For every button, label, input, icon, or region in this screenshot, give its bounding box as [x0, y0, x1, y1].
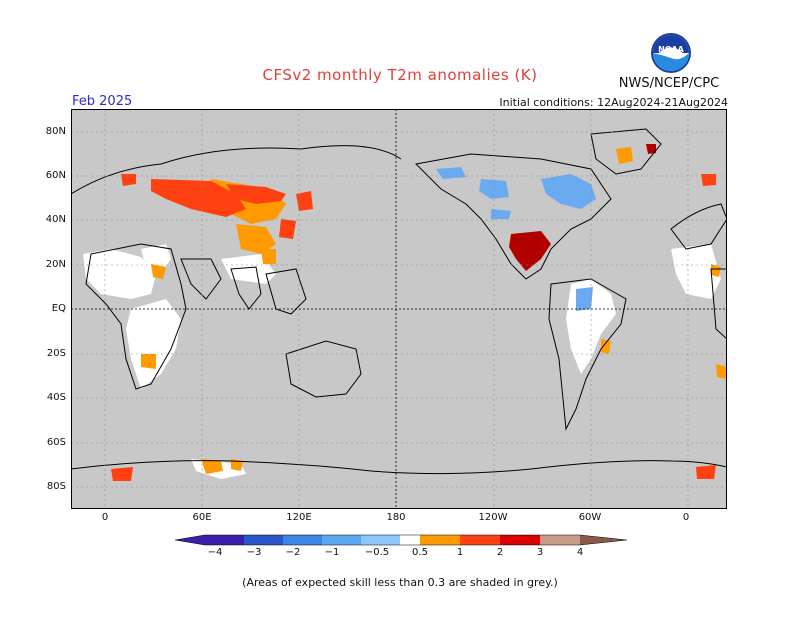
lon-label: 60W: [578, 512, 602, 523]
colorbar-label: −2: [285, 547, 301, 558]
colorbar-label: −1: [324, 547, 340, 558]
lon-label: 120W: [478, 512, 508, 523]
colorbar-label: 3: [536, 547, 544, 558]
anomaly-darkred: [509, 144, 656, 271]
colorbar-label: −3: [246, 547, 262, 558]
colorbar-arrow-right: [580, 535, 627, 545]
colorbar-label: 0.5: [412, 547, 428, 558]
lat-label: EQ: [51, 303, 66, 314]
lat-label: 60S: [46, 437, 66, 448]
lat-label: 40N: [45, 214, 66, 225]
chart-title: CFSv2 monthly T2m anomalies (K): [262, 66, 538, 84]
lon-label: 0: [682, 512, 690, 523]
colorbar: [175, 534, 627, 546]
lon-label: 180: [386, 512, 406, 523]
colorbar-label: 2: [496, 547, 504, 558]
lat-label: 20N: [45, 259, 66, 270]
lat-label: 60N: [45, 170, 66, 181]
lat-label: 40S: [46, 392, 66, 403]
agency-label: NWS/NCEP/CPC: [618, 76, 720, 91]
colorbar-label: 4: [576, 547, 584, 558]
colorbar-label: −4: [207, 547, 223, 558]
lat-label: 20S: [46, 348, 66, 359]
colorbar-label: −0.5: [364, 547, 390, 558]
anomaly-map: [71, 109, 727, 509]
footnote: (Areas of expected skill less than 0.3 a…: [242, 576, 558, 589]
lon-label: 60E: [192, 512, 212, 523]
colorbar-arrow-left: [175, 535, 205, 545]
lon-label: 0: [101, 512, 109, 523]
noaa-logo: NOAA: [651, 33, 691, 73]
lat-label: 80N: [45, 126, 66, 137]
colorbar-label: 1: [456, 547, 464, 558]
lon-label: 120E: [286, 512, 312, 523]
map-frame: [71, 109, 727, 509]
anomaly-red: [111, 174, 716, 481]
lat-label: 80S: [46, 481, 66, 492]
valid-month: Feb 2025: [72, 94, 133, 109]
logo-text: NOAA: [658, 45, 684, 54]
coastlines: [71, 128, 727, 475]
initial-conditions: Initial conditions: 12Aug2024-21Aug2024: [499, 96, 728, 109]
